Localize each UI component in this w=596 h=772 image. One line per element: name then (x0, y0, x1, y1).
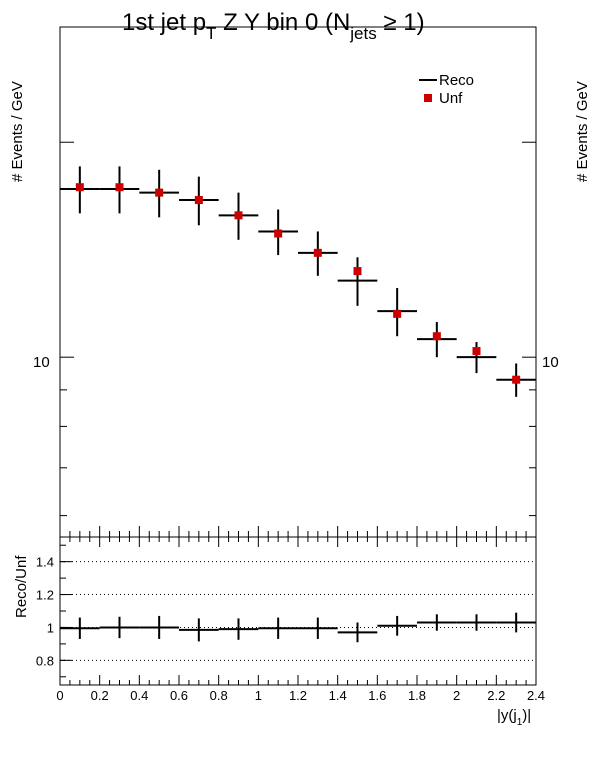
unf-marker (75, 183, 84, 192)
ratio-ytick-label: 1.4 (36, 555, 54, 570)
main-y-axis-label-right: # Events / GeV (574, 81, 591, 182)
legend-unf-label: Unf (439, 90, 463, 107)
ratio-ytick-label: 1 (47, 620, 54, 635)
x-tick-label: 1.6 (368, 688, 386, 703)
x-tick-label: 1.8 (408, 688, 426, 703)
unf-marker (194, 196, 203, 205)
unf-marker (512, 375, 521, 384)
main-ytick-label-10-right: 10 (542, 354, 559, 371)
x-tick-label: 0.8 (210, 688, 228, 703)
x-axis-label: |y(j1)| (497, 707, 531, 728)
ratio-y-axis-label: Reco/Unf (13, 555, 30, 618)
legend-reco-label: Reco (439, 72, 474, 89)
unf-marker (313, 248, 322, 257)
legend-unf-marker (424, 94, 432, 102)
legend: Reco Unf (419, 72, 474, 107)
x-tick-label: 0.2 (91, 688, 109, 703)
ratio-ytick-label: 1.2 (36, 588, 54, 603)
main-y-axis-label: # Events / GeV (9, 81, 26, 182)
x-tick-label: 1.2 (289, 688, 307, 703)
ratio-plot-frame (59, 536, 537, 686)
unf-marker (393, 309, 402, 318)
chart-title: 1st jet pT Z Y bin 0 (Njets ≥ 1) (122, 9, 425, 43)
main-plot-frame (59, 26, 537, 538)
ratio-ytick-label: 0.8 (36, 653, 54, 668)
unf-marker (115, 183, 124, 192)
x-tick-label: 2.2 (487, 688, 505, 703)
unf-marker (274, 229, 283, 238)
x-tick-label: 0.4 (130, 688, 148, 703)
x-tick-label: 1.4 (329, 688, 347, 703)
x-tick-label: 0 (56, 688, 63, 703)
main-ytick-label-10: 10 (33, 354, 50, 371)
unf-marker (432, 332, 441, 341)
unf-marker (234, 211, 243, 220)
x-tick-label: 0.6 (170, 688, 188, 703)
x-tick-label: 2.4 (527, 688, 545, 703)
unf-marker (155, 188, 164, 197)
x-tick-label: 1 (255, 688, 262, 703)
unf-marker (472, 347, 481, 356)
unf-marker (353, 267, 362, 276)
x-tick-label: 2 (453, 688, 460, 703)
